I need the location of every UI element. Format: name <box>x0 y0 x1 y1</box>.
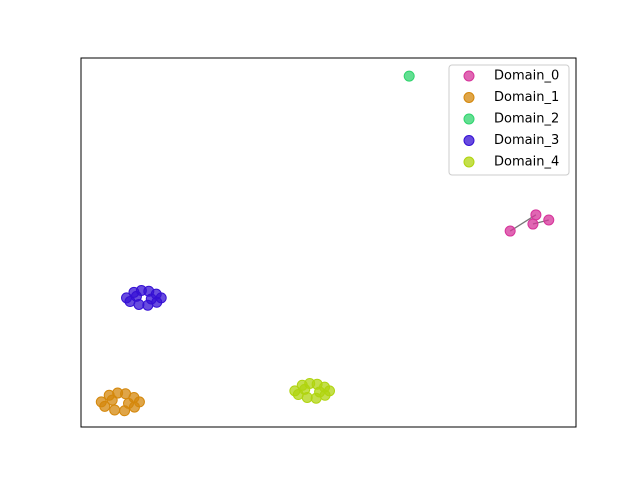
legend: Domain_0 Domain_1 Domain_2 Domain_3 Domain_4 <box>448 64 570 176</box>
point <box>530 209 542 221</box>
legend-marker <box>463 113 475 125</box>
legend-label: Domain_0 <box>494 69 559 84</box>
legend-marker <box>463 70 475 82</box>
point <box>504 225 516 237</box>
point <box>109 404 121 416</box>
point <box>543 214 555 226</box>
legend-marker <box>463 156 475 168</box>
point <box>403 70 415 82</box>
point <box>106 394 118 406</box>
legend-label: Domain_2 <box>494 112 559 127</box>
point <box>130 290 142 302</box>
point <box>527 218 539 230</box>
point <box>99 400 111 412</box>
legend-box <box>448 64 570 176</box>
point <box>314 386 326 398</box>
legend-marker <box>463 92 475 103</box>
legend-label: Domain_1 <box>494 90 559 105</box>
points <box>95 70 555 417</box>
point <box>145 293 157 305</box>
point <box>299 383 311 395</box>
legend-marker <box>463 135 475 146</box>
point <box>123 397 135 409</box>
legend-label: Domain_4 <box>494 155 559 170</box>
legend-label: Domain_3 <box>494 133 559 148</box>
plot-frame <box>80 57 577 428</box>
